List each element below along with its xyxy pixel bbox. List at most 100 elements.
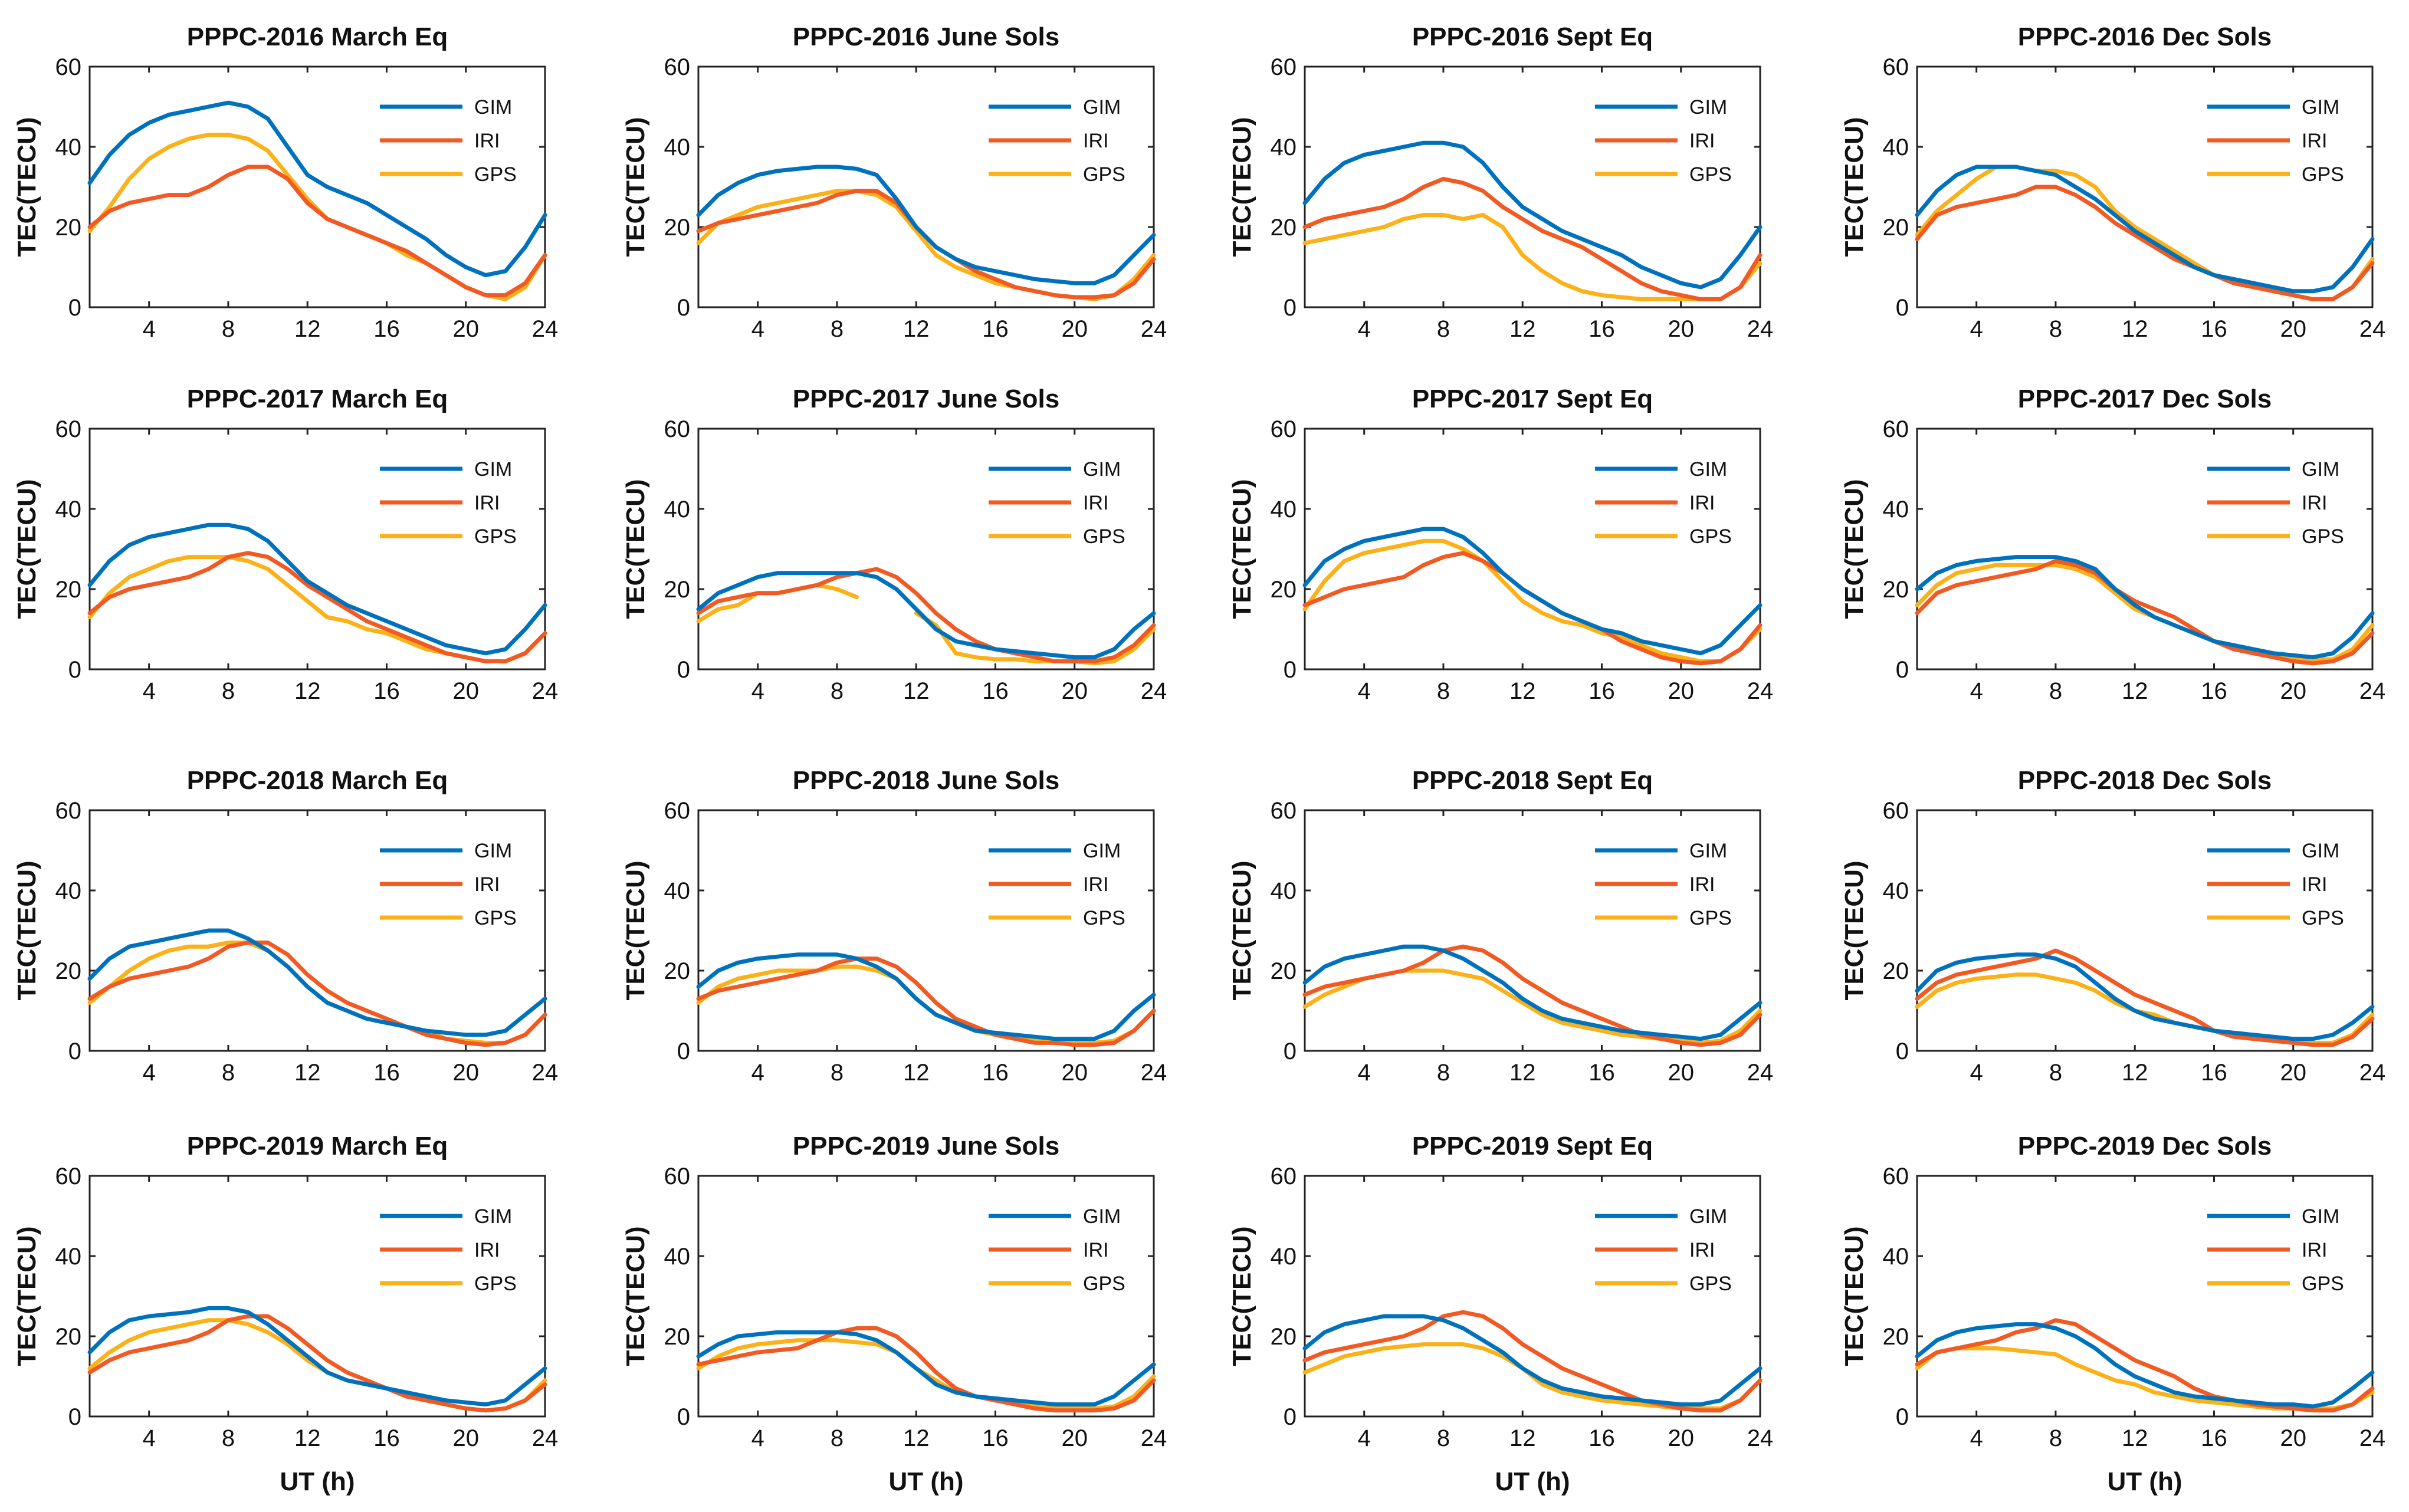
x-tick-label: 24 — [1747, 678, 1774, 704]
axes-box — [88, 809, 546, 1052]
legend-label: IRI — [1083, 1239, 1108, 1261]
series-line-gps — [1915, 165, 2375, 301]
y-axis-label: TEC(TECU) — [621, 117, 650, 257]
legend-label: GIM — [1689, 1205, 1727, 1228]
y-tick-label: 20 — [55, 577, 82, 603]
x-tick-label: 16 — [982, 1060, 1009, 1086]
legend-label: GIM — [1689, 458, 1727, 481]
legend-label: GPS — [2302, 163, 2344, 186]
series-line-gim — [1302, 140, 1763, 290]
y-tick-label: 20 — [55, 215, 82, 241]
chart-title: PPPC-2016 March Eq — [187, 22, 448, 51]
series-line-gim — [1915, 555, 2375, 660]
y-tick-label: 0 — [1284, 1404, 1297, 1430]
series-line-iri — [696, 567, 1156, 663]
y-tick-label: 60 — [664, 1163, 691, 1189]
y-tick-label: 20 — [1271, 215, 1297, 241]
chart-title: PPPC-2017 Dec Sols — [2018, 384, 2272, 413]
chart-panel: PPPC-2016 Sept Eq 0 20 40 60 4 8 12 16 20 24 TEC(TE… — [1228, 22, 1773, 342]
axes-box — [697, 1175, 1155, 1418]
x-tick-label: 12 — [903, 316, 930, 342]
x-tick-label: 24 — [1141, 678, 1167, 704]
x-tick-label: 16 — [2201, 1425, 2227, 1451]
axes-box — [1304, 428, 1761, 670]
x-tick-label: 4 — [751, 1425, 764, 1451]
y-tick-label: 40 — [1271, 497, 1297, 522]
series-line-iri — [87, 940, 547, 1047]
legend-label: GIM — [1689, 840, 1727, 862]
y-tick-label: 40 — [664, 1244, 691, 1270]
legend-label: GIM — [2302, 840, 2339, 862]
y-tick-label: 40 — [1271, 878, 1297, 904]
y-tick-label: 60 — [1883, 798, 1909, 824]
x-tick-label: 24 — [2359, 1060, 2386, 1086]
x-tick-label: 8 — [831, 1425, 844, 1451]
x-tick-label: 12 — [1509, 678, 1536, 704]
x-tick-label: 24 — [2359, 678, 2386, 704]
axes-box — [88, 428, 546, 670]
legend-label: IRI — [1083, 873, 1108, 896]
axes-box — [697, 428, 1155, 670]
axes-box — [1304, 65, 1761, 308]
x-tick-label: 20 — [452, 678, 479, 704]
y-tick-label: 0 — [677, 657, 690, 683]
x-axis-label: UT (h) — [280, 1467, 355, 1496]
x-tick-label: 4 — [143, 678, 156, 704]
y-tick-label: 60 — [1883, 1163, 1909, 1189]
series-line-gim — [1915, 165, 2375, 294]
legend-label: GPS — [1689, 907, 1732, 929]
x-tick-label: 16 — [982, 678, 1009, 704]
x-tick-label: 4 — [1970, 678, 1983, 704]
x-tick-label: 24 — [1747, 316, 1774, 342]
chart-panel: PPPC-2019 June Sols 0 20 40 60 4 8 12 16 20 24 TEC(… — [621, 1132, 1167, 1496]
y-tick-label: 0 — [677, 1404, 690, 1430]
series-line-gim — [1302, 944, 1763, 1041]
legend-label: IRI — [474, 130, 500, 152]
chart-panel: PPPC-2017 Dec Sols 0 20 40 60 4 8 12 16 20 24 TEC(T… — [1840, 384, 2385, 704]
axes-box — [1304, 809, 1761, 1052]
x-tick-label: 24 — [1747, 1425, 1774, 1451]
series-line-gim — [1915, 952, 2375, 1041]
y-tick-label: 20 — [1271, 1324, 1297, 1350]
series-line-gps — [1302, 213, 1763, 301]
x-tick-label: 4 — [143, 316, 156, 342]
series-line-gim — [696, 165, 1156, 285]
x-tick-label: 24 — [532, 678, 559, 704]
legend-label: GPS — [474, 163, 517, 186]
x-tick-label: 16 — [2201, 316, 2227, 342]
y-tick-label: 60 — [664, 416, 691, 442]
series-line-gps — [87, 133, 547, 301]
series-line-gim — [87, 928, 547, 1037]
legend-label: GPS — [1689, 525, 1732, 548]
legend-label: GPS — [1083, 907, 1125, 929]
x-tick-label: 16 — [1589, 678, 1615, 704]
chart-title: PPPC-2019 Sept Eq — [1412, 1132, 1653, 1161]
x-tick-label: 12 — [2122, 1425, 2148, 1451]
x-tick-label: 8 — [222, 316, 235, 342]
chart-title: PPPC-2017 Sept Eq — [1412, 384, 1653, 413]
x-tick-label: 4 — [751, 1060, 764, 1086]
y-tick-label: 20 — [664, 1324, 691, 1350]
x-tick-label: 20 — [1061, 1425, 1088, 1451]
x-tick-label: 12 — [903, 678, 930, 704]
chart-panel: PPPC-2017 June Sols 0 20 40 60 4 8 12 16 20 24 TEC(… — [621, 384, 1167, 704]
chart-panel: PPPC-2016 March Eq 0 20 40 60 4 8 12 16 20 24 TEC(T… — [12, 22, 558, 342]
y-tick-label: 40 — [664, 497, 691, 522]
x-tick-label: 12 — [903, 1060, 930, 1086]
y-tick-label: 20 — [1883, 577, 1909, 603]
x-tick-label: 4 — [1358, 316, 1371, 342]
x-tick-label: 8 — [831, 316, 844, 342]
axes-box — [88, 65, 546, 308]
y-tick-label: 0 — [1896, 295, 1909, 321]
x-tick-label: 4 — [143, 1060, 156, 1086]
series-line-gim — [696, 1330, 1156, 1407]
y-tick-label: 40 — [55, 1244, 82, 1270]
series-line-gim — [1302, 527, 1763, 656]
legend-label: GPS — [474, 907, 517, 929]
x-tick-label: 20 — [1668, 1425, 1694, 1451]
legend-label: IRI — [1083, 130, 1108, 152]
legend-label: IRI — [474, 873, 500, 896]
series-line-iri — [696, 956, 1156, 1047]
x-tick-label: 24 — [2359, 1425, 2386, 1451]
y-tick-label: 0 — [1284, 1038, 1297, 1064]
